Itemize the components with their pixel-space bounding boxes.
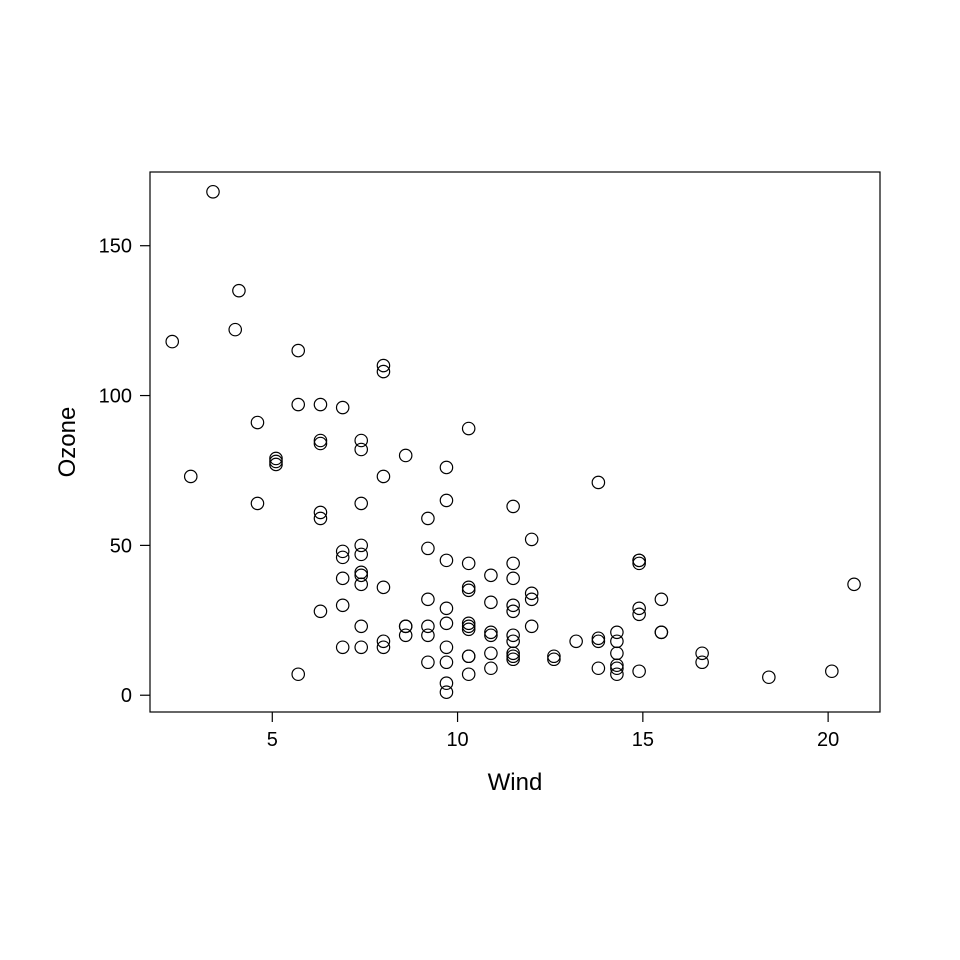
data-point <box>485 629 497 641</box>
data-point <box>548 650 560 662</box>
data-point <box>548 653 560 665</box>
data-point <box>633 557 645 569</box>
data-point <box>462 668 474 680</box>
data-point <box>462 581 474 593</box>
data-point <box>507 500 519 512</box>
data-point <box>355 620 367 632</box>
data-point <box>655 626 667 638</box>
data-point <box>355 443 367 455</box>
data-point <box>336 641 348 653</box>
data-point <box>377 581 389 593</box>
data-point <box>314 605 326 617</box>
data-point <box>826 665 838 677</box>
data-point <box>229 323 241 335</box>
data-point <box>462 422 474 434</box>
y-axis-label: Ozone <box>54 407 81 478</box>
data-point <box>292 398 304 410</box>
data-point <box>462 650 474 662</box>
data-point <box>251 416 263 428</box>
data-point <box>185 470 197 482</box>
data-point <box>233 284 245 296</box>
data-point <box>422 593 434 605</box>
y-tick-label: 0 <box>121 685 132 707</box>
data-point <box>355 566 367 578</box>
data-point <box>355 548 367 560</box>
data-point <box>440 656 452 668</box>
data-point <box>355 641 367 653</box>
data-point <box>355 497 367 509</box>
data-point <box>422 542 434 554</box>
data-point <box>440 617 452 629</box>
data-point <box>507 650 519 662</box>
data-point <box>336 599 348 611</box>
data-point <box>440 554 452 566</box>
data-point <box>314 434 326 446</box>
data-point <box>848 578 860 590</box>
data-point <box>251 497 263 509</box>
x-tick-label: 5 <box>267 729 278 751</box>
data-point <box>696 647 708 659</box>
data-point <box>422 656 434 668</box>
data-point <box>485 569 497 581</box>
x-tick-label: 15 <box>632 729 654 751</box>
x-axis-label: Wind <box>488 769 543 796</box>
data-point <box>422 620 434 632</box>
data-point <box>314 437 326 449</box>
scatter-points <box>166 186 860 699</box>
data-point <box>355 569 367 581</box>
data-point <box>525 620 537 632</box>
data-point <box>166 335 178 347</box>
scatter-chart: 5 10 15 20 0 50 100 150 Wind Ozone <box>0 0 960 960</box>
data-point <box>377 470 389 482</box>
data-point <box>592 632 604 644</box>
data-point <box>525 533 537 545</box>
data-point <box>292 344 304 356</box>
data-point <box>336 401 348 413</box>
data-point <box>592 662 604 674</box>
data-point <box>336 572 348 584</box>
data-point <box>611 635 623 647</box>
data-point <box>485 596 497 608</box>
data-point <box>485 647 497 659</box>
plot-box <box>150 172 880 712</box>
x-tick-label: 20 <box>817 729 839 751</box>
y-tick-label: 100 <box>99 386 132 408</box>
data-point <box>440 461 452 473</box>
data-point <box>462 584 474 596</box>
data-point <box>507 572 519 584</box>
y-tick-label: 50 <box>110 535 132 557</box>
data-point <box>592 635 604 647</box>
x-tick-label: 10 <box>446 729 468 751</box>
data-point <box>422 512 434 524</box>
data-point <box>399 449 411 461</box>
data-point <box>611 647 623 659</box>
data-point <box>399 629 411 641</box>
data-point <box>462 557 474 569</box>
data-point <box>763 671 775 683</box>
data-point <box>440 602 452 614</box>
data-point <box>440 677 452 689</box>
data-point <box>314 398 326 410</box>
data-point <box>633 554 645 566</box>
data-point <box>592 476 604 488</box>
data-point <box>485 626 497 638</box>
data-point <box>633 665 645 677</box>
data-point <box>655 593 667 605</box>
data-point <box>270 455 282 467</box>
data-point <box>440 641 452 653</box>
y-tick-label: 150 <box>99 236 132 258</box>
data-point <box>292 668 304 680</box>
data-point <box>440 494 452 506</box>
data-point <box>570 635 582 647</box>
data-point <box>207 186 219 198</box>
data-point <box>485 662 497 674</box>
data-point <box>462 620 474 632</box>
data-point <box>507 557 519 569</box>
